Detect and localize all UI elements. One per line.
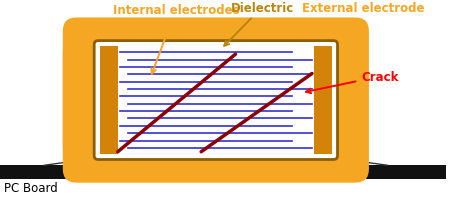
Text: Internal electrodes: Internal electrodes: [113, 3, 239, 74]
Text: PC Board: PC Board: [4, 181, 58, 194]
Bar: [314, 47, 332, 154]
FancyBboxPatch shape: [63, 41, 116, 160]
Text: Dielectric: Dielectric: [224, 2, 294, 46]
Text: External electrode: External electrode: [302, 2, 425, 60]
FancyBboxPatch shape: [314, 41, 367, 160]
FancyBboxPatch shape: [94, 41, 338, 160]
Bar: [118, 47, 314, 154]
Text: Crack: Crack: [306, 70, 399, 94]
FancyBboxPatch shape: [63, 18, 369, 183]
Bar: [0, 165, 446, 179]
Bar: [100, 47, 118, 154]
